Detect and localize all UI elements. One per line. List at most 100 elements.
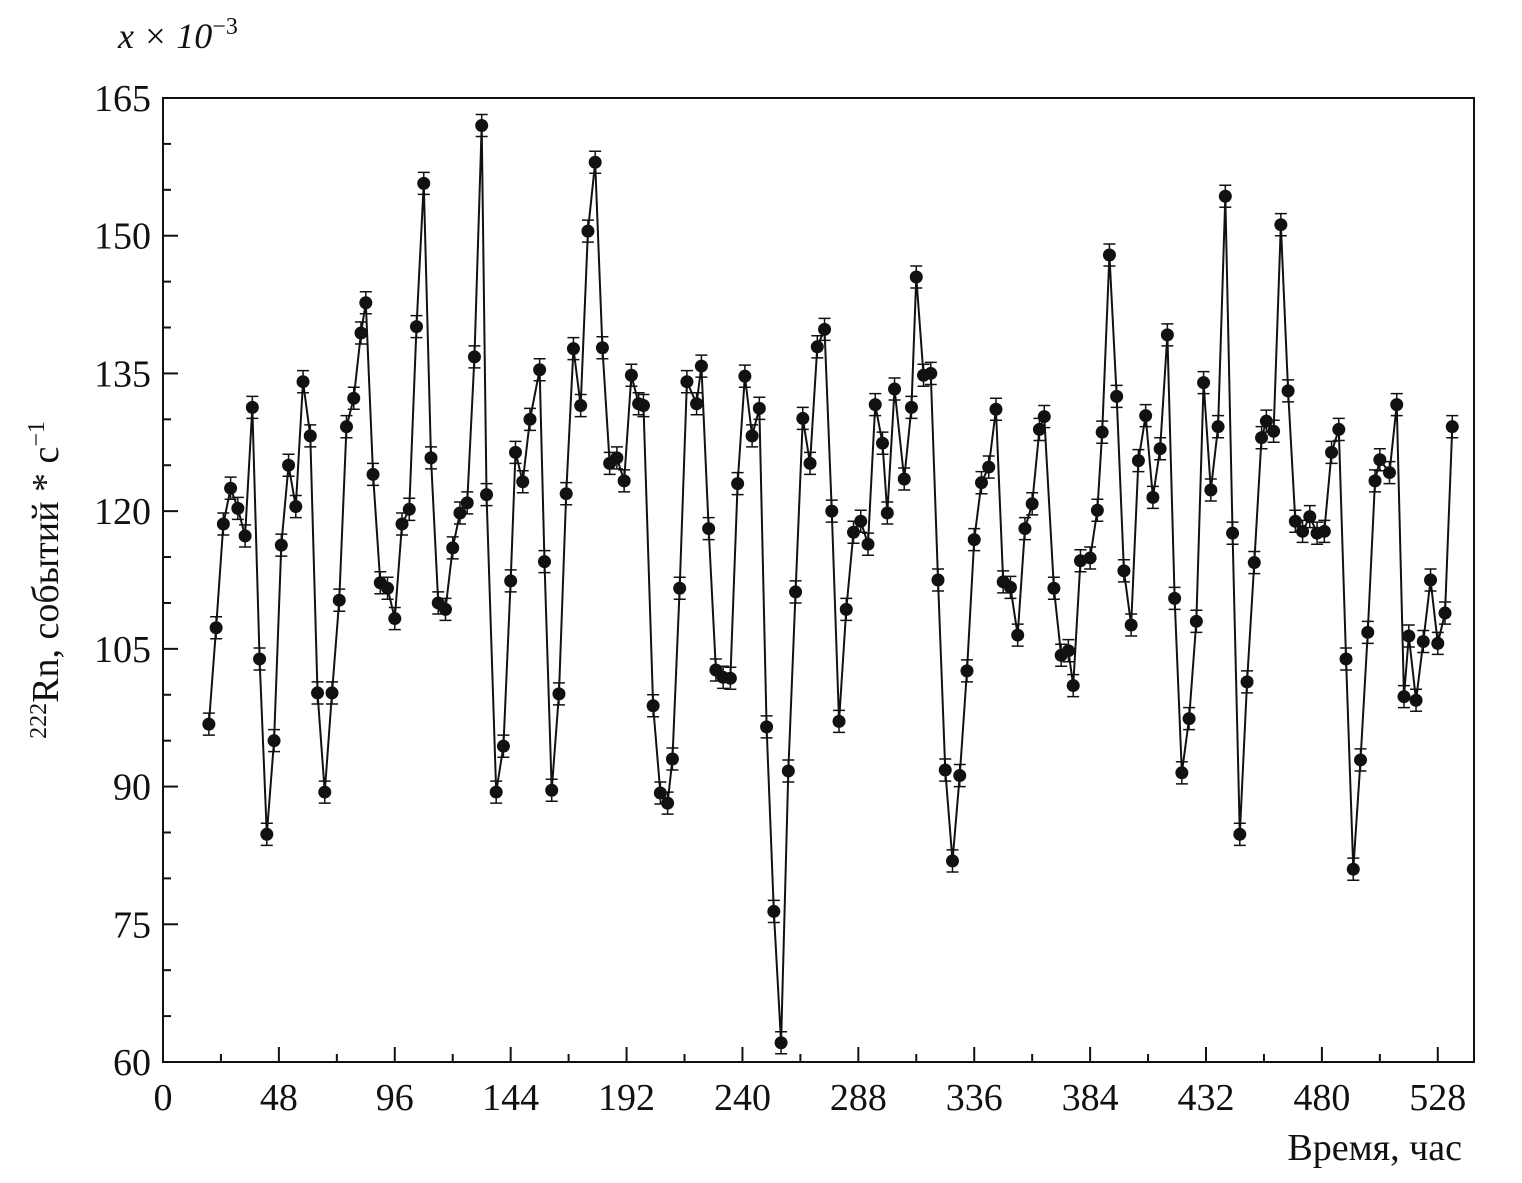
data-point	[566, 342, 580, 356]
data-point	[410, 320, 424, 334]
data-point	[989, 402, 1003, 416]
data-point	[774, 1036, 788, 1050]
data-point	[417, 176, 431, 190]
x-tick-label: 144	[482, 1077, 539, 1119]
data-point	[595, 341, 609, 355]
data-point	[1255, 431, 1269, 445]
data-point	[868, 398, 882, 412]
data-point	[825, 504, 839, 518]
data-point	[938, 763, 952, 777]
data-point	[496, 739, 510, 753]
data-point	[537, 555, 551, 569]
data-point	[875, 436, 889, 450]
data-point	[282, 458, 296, 472]
data-point	[588, 155, 602, 169]
data-point	[552, 687, 566, 701]
data-point	[1146, 490, 1160, 504]
data-point	[238, 529, 252, 543]
data-point	[1018, 522, 1032, 536]
data-point	[636, 399, 650, 413]
data-point	[909, 270, 923, 284]
data-point	[1131, 454, 1145, 468]
data-point	[1037, 410, 1051, 424]
data-point	[395, 517, 409, 531]
x-tick-label: 480	[1293, 1077, 1350, 1119]
data-point	[1168, 591, 1182, 605]
y-label-exponent: −1	[24, 421, 50, 447]
data-point	[653, 786, 667, 800]
data-point	[1438, 606, 1452, 620]
data-point	[1303, 510, 1317, 524]
data-point	[438, 602, 452, 616]
data-point	[810, 340, 824, 354]
data-point	[1247, 556, 1261, 570]
data-point	[1110, 389, 1124, 403]
data-point	[559, 487, 573, 501]
data-point	[209, 621, 223, 635]
y-label-text: Rn, событий * с	[25, 447, 67, 703]
data-point	[1233, 827, 1247, 841]
data-point	[366, 467, 380, 481]
x-tick-label: 288	[830, 1077, 887, 1119]
y-tick-label: 165	[94, 78, 151, 120]
data-point	[1409, 693, 1423, 707]
data-point	[803, 456, 817, 470]
data-point	[1346, 862, 1360, 876]
data-point	[1197, 376, 1211, 390]
data-point	[508, 445, 522, 459]
data-point	[1011, 628, 1025, 642]
data-point	[216, 517, 230, 531]
data-point	[1175, 766, 1189, 780]
data-point	[1361, 625, 1375, 639]
data-point	[475, 119, 489, 133]
data-point	[1090, 503, 1104, 517]
y-multiplier-exponent: −3	[212, 14, 238, 40]
data-point	[311, 686, 325, 700]
data-point	[624, 368, 638, 382]
data-point	[847, 525, 861, 539]
data-point	[1332, 422, 1346, 436]
data-point	[702, 522, 716, 536]
y-tick-label: 150	[94, 216, 151, 258]
data-point	[1211, 420, 1225, 434]
data-point	[832, 714, 846, 728]
data-point	[646, 699, 660, 713]
data-point	[924, 366, 938, 380]
data-line	[207, 125, 1454, 1043]
data-point	[489, 785, 503, 799]
data-point	[723, 671, 737, 685]
data-point	[332, 593, 346, 607]
x-tick-label: 240	[714, 1077, 771, 1119]
data-point	[1102, 248, 1116, 262]
data-point	[1424, 573, 1438, 587]
data-point	[690, 397, 704, 411]
data-point	[274, 538, 288, 552]
data-point	[760, 720, 774, 734]
data-point	[1288, 514, 1302, 528]
data-point	[974, 476, 988, 490]
data-point	[325, 686, 339, 700]
y-label-isotope: 222	[26, 703, 52, 739]
data-point	[953, 769, 967, 783]
x-tick-label: 336	[946, 1077, 1003, 1119]
data-point	[617, 474, 631, 488]
data-point	[1431, 636, 1445, 650]
data-point	[424, 451, 438, 465]
data-point	[861, 537, 875, 551]
data-point	[1047, 581, 1061, 595]
y-tick-label: 120	[94, 491, 151, 533]
data-point	[245, 400, 259, 414]
data-point	[1317, 524, 1331, 538]
y-multiplier-base: x × 10	[117, 16, 212, 56]
data-point	[1259, 414, 1273, 428]
data-point	[1281, 384, 1295, 398]
data-point	[880, 506, 894, 520]
data-point	[781, 764, 795, 778]
x-tick-label: 432	[1178, 1077, 1235, 1119]
data-point	[523, 412, 537, 426]
data-point	[1373, 453, 1387, 467]
data-point	[446, 541, 460, 555]
data-point	[289, 500, 303, 514]
data-point	[303, 429, 317, 443]
